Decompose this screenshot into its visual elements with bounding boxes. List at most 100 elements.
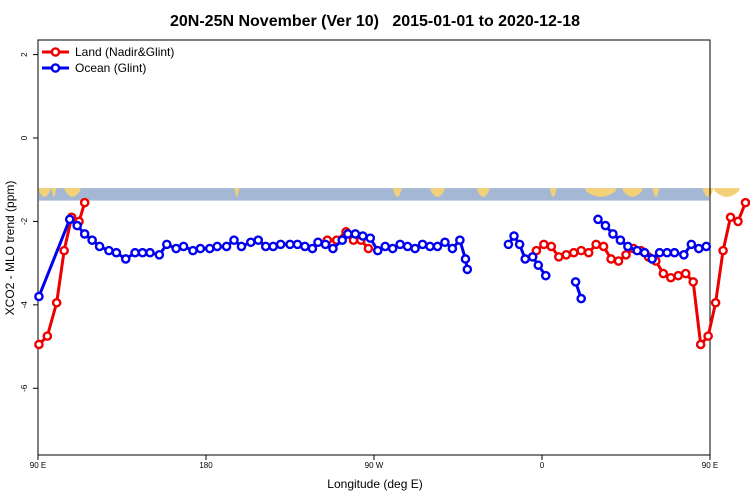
series-ocean-point-3-13 bbox=[694, 243, 704, 254]
series-ocean-point-0-52 bbox=[460, 254, 471, 264]
series-land-point-2-23 bbox=[695, 339, 706, 350]
series-ocean-point-0-4 bbox=[87, 235, 97, 246]
series-ocean-point-0-36 bbox=[343, 229, 353, 239]
series-ocean-point-0-21 bbox=[229, 235, 239, 246]
series-ocean-point-0-50 bbox=[447, 243, 458, 254]
map-land-0 bbox=[38, 188, 52, 197]
series-ocean-point-3-11 bbox=[679, 249, 689, 260]
legend-ocean-marker bbox=[50, 63, 61, 73]
x-tick-label-4: 90 E bbox=[702, 461, 718, 470]
series-ocean-point-2-1 bbox=[576, 293, 587, 304]
map-land-5 bbox=[430, 188, 445, 197]
legend-ocean-label: Ocean (Glint) bbox=[75, 61, 146, 75]
series-land-point-2-22 bbox=[688, 277, 699, 287]
series-ocean-point-3-8 bbox=[654, 247, 665, 258]
series-land-point-2-13 bbox=[621, 249, 631, 260]
map-strip bbox=[38, 188, 740, 201]
series-ocean-point-0-16 bbox=[188, 245, 198, 256]
series-land-point-2-6 bbox=[568, 247, 579, 258]
series-ocean-point-3-6 bbox=[639, 247, 650, 258]
map-land-7 bbox=[549, 188, 557, 197]
series-ocean-point-0-14 bbox=[171, 243, 181, 254]
series-ocean-point-0-28 bbox=[285, 239, 295, 250]
legend: Land (Nadir&Glint) Ocean (Glint) bbox=[42, 45, 174, 75]
series-ocean-point-0-0 bbox=[34, 291, 44, 302]
series-ocean-point-0-51 bbox=[455, 235, 465, 246]
x-tick-label-2: 90 W bbox=[365, 461, 384, 470]
y-tick-label-1: 0 bbox=[20, 135, 29, 140]
y-ticks: 2 0 -2 -4 -6 bbox=[20, 52, 38, 392]
series-ocean bbox=[34, 214, 712, 304]
series-land-point-0-1 bbox=[42, 331, 53, 341]
legend-entry-land: Land (Nadir&Glint) bbox=[42, 45, 174, 59]
series-ocean-point-0-26 bbox=[268, 241, 279, 252]
series-ocean-point-0-24 bbox=[253, 235, 264, 246]
series-ocean-point-1-6 bbox=[540, 270, 551, 281]
series-layer bbox=[34, 197, 750, 350]
series-ocean-point-3-9 bbox=[662, 247, 672, 258]
series-ocean-point-0-43 bbox=[395, 239, 405, 250]
series-ocean-point-3-3 bbox=[615, 235, 626, 246]
x-tick-label-0: 90 E bbox=[30, 461, 46, 470]
series-land-point-0-6 bbox=[79, 197, 90, 208]
series-land-point-2-21 bbox=[680, 268, 691, 279]
series-land-point-0-0 bbox=[34, 339, 44, 350]
series-ocean-point-1-2 bbox=[514, 239, 525, 250]
series-ocean-point-0-7 bbox=[111, 247, 122, 258]
series-ocean-point-0-27 bbox=[275, 239, 286, 250]
series-ocean-point-0-2 bbox=[72, 220, 82, 231]
series-ocean-point-3-0 bbox=[593, 214, 603, 225]
series-ocean-point-0-3 bbox=[79, 229, 90, 239]
map-land-1 bbox=[51, 188, 57, 197]
legend-entry-ocean: Ocean (Glint) bbox=[42, 61, 146, 75]
map-land-6 bbox=[476, 188, 490, 197]
map-land-3 bbox=[234, 188, 240, 197]
series-ocean-point-0-33 bbox=[320, 239, 331, 250]
series-ocean-point-3-2 bbox=[608, 229, 618, 239]
series-ocean-point-0-42 bbox=[387, 243, 398, 254]
series-land-point-2-3 bbox=[546, 241, 557, 252]
y-tick-label-4: -6 bbox=[20, 384, 29, 392]
series-land-point-2-28 bbox=[733, 216, 743, 227]
series-ocean-point-0-23 bbox=[245, 237, 256, 248]
plot-frame bbox=[37, 39, 711, 456]
series-ocean-point-1-4 bbox=[527, 252, 538, 262]
series-ocean-point-0-41 bbox=[380, 241, 391, 252]
series-ocean-point-2-0 bbox=[570, 277, 581, 287]
y-tick-label-0: 2 bbox=[20, 52, 29, 57]
series-ocean-point-0-40 bbox=[372, 245, 383, 256]
series-ocean-point-0-15 bbox=[178, 241, 189, 252]
series-ocean-point-0-48 bbox=[432, 241, 443, 252]
series-land-point-2-10 bbox=[598, 241, 609, 252]
legend-land-label: Land (Nadir&Glint) bbox=[75, 45, 174, 59]
map-land-12 bbox=[713, 188, 740, 197]
series-ocean-point-0-6 bbox=[104, 245, 114, 256]
series-ocean-point-1-0 bbox=[503, 239, 514, 250]
series-ocean-point-0-39 bbox=[365, 233, 376, 243]
x-tick-label-3: 0 bbox=[540, 461, 545, 470]
x-axis-label: Longitude (deg E) bbox=[327, 477, 422, 491]
series-ocean-point-0-9 bbox=[130, 247, 140, 258]
series-ocean-point-0-10 bbox=[137, 247, 148, 258]
series-ocean-point-0-37 bbox=[350, 229, 361, 239]
series-land-point-2-2 bbox=[539, 239, 549, 250]
series-ocean-point-0-1 bbox=[64, 214, 75, 225]
series-land-line-2 bbox=[531, 202, 747, 346]
series-ocean-line-3 bbox=[597, 218, 707, 261]
x-ticks: 90 E 180 90 W 0 90 E bbox=[30, 455, 718, 470]
series-land-point-2-5 bbox=[561, 249, 572, 260]
series-ocean-point-3-14 bbox=[701, 241, 712, 252]
series-ocean-point-0-35 bbox=[337, 235, 348, 246]
series-ocean-point-1-1 bbox=[509, 231, 519, 241]
map-land-2 bbox=[64, 188, 81, 197]
series-land-point-2-12 bbox=[613, 256, 624, 266]
series-ocean-point-0-12 bbox=[154, 249, 165, 260]
series-ocean-point-0-34 bbox=[328, 243, 338, 254]
series-ocean-point-0-11 bbox=[145, 247, 155, 258]
series-ocean-point-0-30 bbox=[300, 241, 310, 252]
x-tick-label-1: 180 bbox=[199, 461, 213, 470]
series-land-point-0-3 bbox=[59, 245, 69, 256]
series-ocean-point-0-44 bbox=[402, 241, 413, 252]
series-land bbox=[34, 197, 750, 350]
